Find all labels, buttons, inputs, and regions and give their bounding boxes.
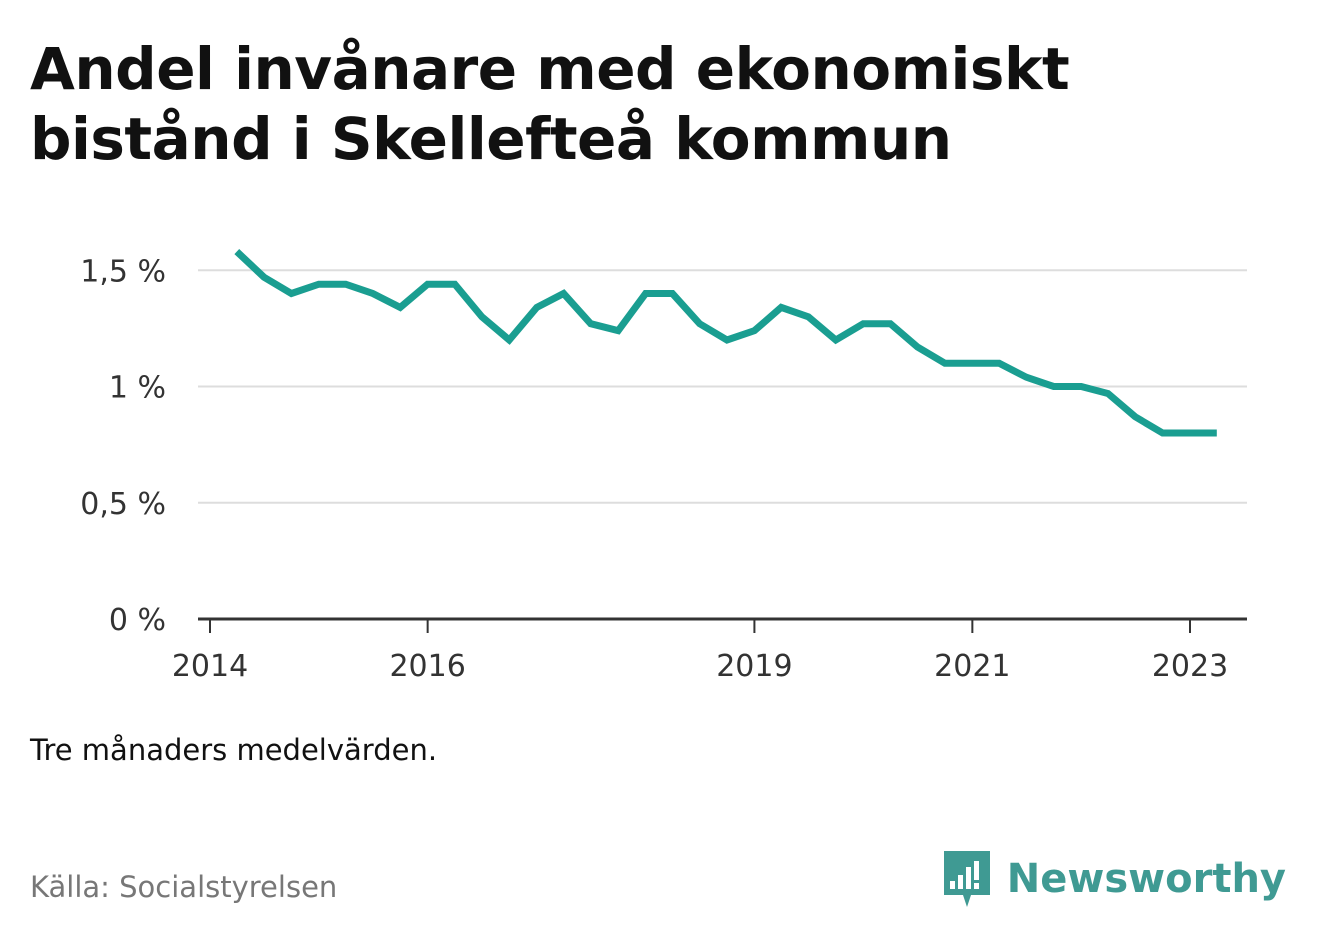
- x-tick-label: 2023: [1152, 649, 1228, 684]
- chart-title: Andel invånare med ekonomiskt bistånd i …: [30, 35, 1070, 173]
- y-tick-labels: 0 % 0,5 % 1 % 1,5 %: [80, 254, 166, 638]
- y-tick-label: 1,5 %: [80, 254, 166, 289]
- y-tick-label: 0 %: [109, 603, 166, 638]
- chart-note: Tre månaders medelvärden.: [30, 733, 438, 767]
- y-tick-label: 1 %: [109, 371, 166, 406]
- brand-name: Newsworthy: [1006, 856, 1286, 902]
- source-credit: Källa: Socialstyrelsen: [30, 870, 338, 904]
- series-line: [234, 249, 1217, 437]
- brand-logo: Newsworthy: [941, 848, 1286, 910]
- x-tick-label: 2016: [389, 649, 465, 684]
- x-tick-label: 2019: [716, 649, 792, 684]
- y-tick-label: 0,5 %: [80, 487, 166, 522]
- line-chart: 0 % 0,5 % 1 % 1,5 % 2014 2016 2019 2021 2023: [80, 249, 1247, 684]
- x-tick-label: 2014: [172, 649, 248, 684]
- x-axis: 2014 2016 2019 2021 2023: [172, 617, 1247, 684]
- x-tick-label: 2021: [934, 649, 1010, 684]
- bar-chart-speech-bubble-icon: [943, 851, 990, 907]
- data-series: [234, 249, 1217, 437]
